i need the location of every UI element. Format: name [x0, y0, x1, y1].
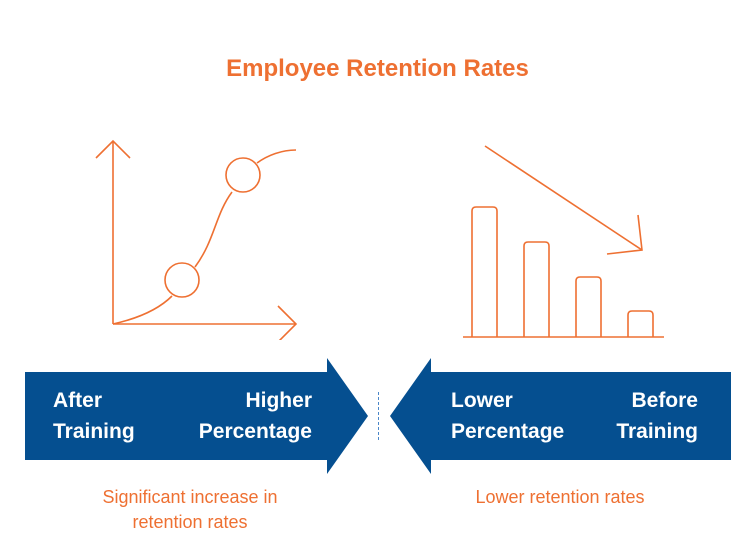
lower-percentage-label: Lower Percentage	[451, 389, 565, 443]
page-title: Employee Retention Rates	[226, 55, 529, 82]
before-training-arrow	[390, 358, 731, 474]
before-training-label: Before Training	[616, 389, 698, 443]
declining-bar-chart-icon	[463, 145, 664, 338]
rising-s-curve-chart-icon	[95, 139, 298, 340]
after-training-label: After Training	[53, 389, 135, 443]
higher-percentage-label: Higher Percentage	[198, 389, 312, 443]
right-caption: Lower retention rates	[475, 487, 645, 507]
left-caption: Significant increase in retention rates	[102, 487, 278, 532]
divider	[378, 392, 379, 440]
after-training-arrow	[25, 358, 368, 474]
